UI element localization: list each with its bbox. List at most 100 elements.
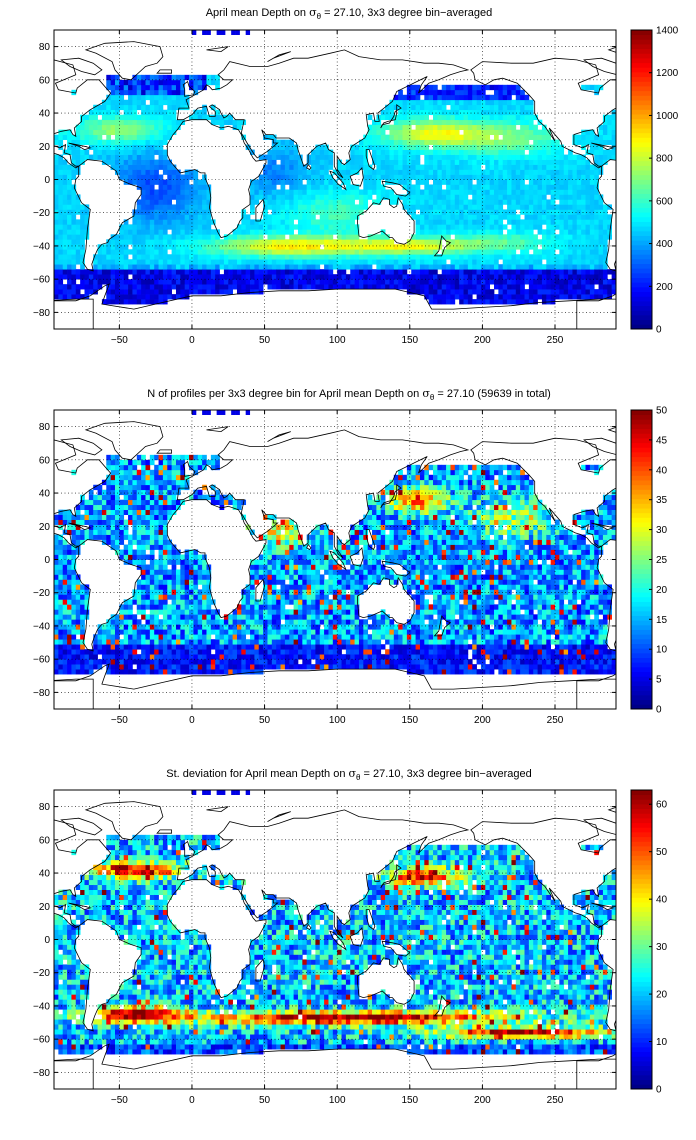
- data-cell: [502, 134, 508, 140]
- data-cell: [110, 244, 116, 250]
- data-cell: [58, 509, 64, 515]
- data-cell: [411, 249, 416, 255]
- data-cell: [332, 224, 338, 230]
- data-cell: [472, 299, 477, 305]
- data-cell: [145, 479, 151, 486]
- data-cell: [141, 189, 146, 195]
- data-cell: [75, 539, 81, 545]
- data-cell: [463, 94, 469, 101]
- data-cell: [424, 89, 430, 96]
- data-cell: [114, 499, 120, 506]
- data-cell: [280, 159, 286, 165]
- data-cell: [602, 234, 608, 240]
- data-cell: [128, 499, 133, 506]
- data-cell: [485, 184, 491, 190]
- data-cell: [84, 149, 90, 155]
- data-cell: [498, 114, 504, 121]
- data-cell: [485, 289, 491, 295]
- coastline: [306, 163, 312, 171]
- data-cell: [141, 659, 146, 665]
- data-cell: [167, 189, 172, 195]
- data-cell: [433, 99, 438, 106]
- data-cell: [141, 604, 146, 610]
- data-cell: [132, 129, 138, 135]
- data-cell: [572, 229, 578, 235]
- data-cell: [380, 239, 386, 245]
- data-cell: [141, 514, 146, 520]
- data-cell: [533, 214, 538, 220]
- data-cell: [154, 654, 159, 660]
- data-cell: [450, 129, 456, 135]
- data-cell: [93, 264, 98, 270]
- data-cell: [581, 269, 586, 275]
- data-cell: [149, 134, 155, 140]
- data-cell: [406, 99, 412, 106]
- data-cell: [110, 254, 116, 260]
- data-cell: [114, 164, 120, 170]
- data-cell: [219, 284, 225, 290]
- data-cell: [454, 84, 460, 91]
- data-cell: [502, 119, 508, 126]
- data-cell: [297, 199, 303, 205]
- data-cell: [54, 269, 59, 275]
- data-cell: [376, 274, 382, 280]
- data-cell: [376, 149, 382, 155]
- data-cell: [376, 124, 382, 131]
- data-cell: [476, 84, 482, 91]
- data-cell: [367, 274, 373, 280]
- data-cell: [358, 239, 364, 245]
- data-cell: [276, 244, 281, 250]
- data-cell: [424, 194, 430, 200]
- data-cell: [489, 159, 495, 165]
- data-cell: [476, 169, 482, 175]
- data-cell: [106, 649, 111, 655]
- data-cell: [119, 79, 125, 86]
- data-cell: [402, 119, 408, 126]
- data-cell: [459, 94, 464, 101]
- data-cell: [315, 244, 321, 250]
- data-cell: [210, 119, 216, 126]
- data-cell: [415, 114, 421, 121]
- data-cell: [132, 294, 138, 300]
- data-cell: [537, 274, 543, 280]
- data-cell: [594, 199, 599, 205]
- data-cell: [254, 194, 260, 200]
- data-cell: [585, 284, 591, 290]
- data-cell: [389, 194, 395, 200]
- data-cell: [607, 224, 612, 230]
- data-cell: [515, 104, 521, 111]
- data-cell: [276, 164, 281, 170]
- data-cell: [71, 269, 77, 275]
- data-cell: [215, 234, 220, 240]
- data-cell: [123, 264, 129, 270]
- data-cell: [498, 149, 504, 155]
- data-cell: [293, 189, 299, 195]
- data-cell: [581, 189, 586, 195]
- data-cell: [459, 99, 464, 106]
- data-cell: [136, 204, 142, 210]
- data-cell: [123, 629, 129, 635]
- data-cell: [88, 504, 94, 511]
- data-cell: [189, 269, 194, 275]
- data-cell: [555, 264, 560, 270]
- data-cell: [71, 574, 77, 580]
- data-cell: [58, 189, 64, 195]
- data-cell: [498, 239, 504, 245]
- data-cell: [210, 274, 216, 280]
- coastline: [357, 196, 415, 245]
- data-cell: [110, 99, 116, 106]
- data-cell: [463, 169, 469, 175]
- data-cell: [411, 184, 416, 190]
- data-cell: [437, 204, 443, 210]
- data-cell: [385, 259, 390, 265]
- data-cell: [524, 224, 530, 230]
- data-cell: [154, 604, 159, 610]
- data-cell: [110, 494, 116, 501]
- data-cell: [132, 149, 138, 155]
- data-cell: [376, 144, 382, 150]
- data-cell: [180, 194, 186, 200]
- data-cell: [411, 139, 416, 145]
- data-cell: [123, 649, 129, 655]
- data-cell: [537, 139, 543, 145]
- data-cell: [154, 259, 159, 265]
